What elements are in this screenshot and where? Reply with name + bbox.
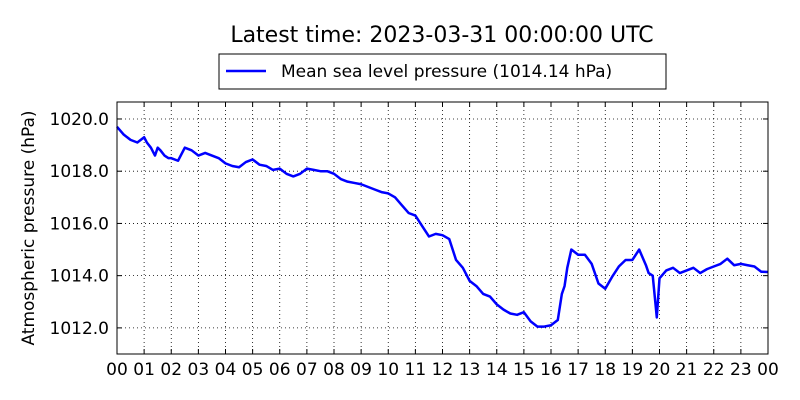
x-tick-label: 06: [269, 360, 291, 380]
x-tick-label: 13: [459, 360, 481, 380]
y-tick-label: 1016.0: [50, 214, 109, 234]
x-tick-label: 00: [757, 360, 779, 380]
plot-area: [116, 125, 769, 328]
y-tick-label: 1012.0: [50, 319, 109, 339]
grid: [117, 102, 768, 354]
x-tick-label: 21: [676, 360, 698, 380]
x-tick-label: 08: [323, 360, 345, 380]
legend: Mean sea level pressure (1014.14 hPa): [218, 53, 667, 90]
x-tick-label: 15: [513, 360, 535, 380]
x-tick-label: 10: [377, 360, 399, 380]
y-tick-label: 1018.0: [50, 162, 109, 182]
x-tick-label: 03: [188, 360, 210, 380]
x-tick-label: 17: [567, 360, 589, 380]
axis-ticks: 00 01 02 03 04 05 06 07 08 09 10 11 12 13 14 15 16 17 18 19…: [50, 102, 779, 380]
x-tick-label: 02: [160, 360, 182, 380]
x-tick-label: 11: [405, 360, 427, 380]
plot-frame: [116, 101, 769, 355]
legend-box: [218, 53, 667, 90]
series-line: [116, 125, 769, 328]
x-tick-label: 18: [594, 360, 616, 380]
x-tick-label: 22: [703, 360, 725, 380]
x-tick-label: 00: [106, 360, 128, 380]
x-tick-label: 12: [432, 360, 454, 380]
y-axis-label: Atmospheric pressure (hPa): [19, 110, 39, 345]
x-tick-label: 07: [296, 360, 318, 380]
x-tick-label: 09: [350, 360, 372, 380]
x-tick-label: 05: [242, 360, 264, 380]
x-tick-label: 14: [486, 360, 508, 380]
x-tick-label: 19: [622, 360, 644, 380]
x-tick-label: 04: [215, 360, 237, 380]
x-tick-label: 20: [649, 360, 671, 380]
x-tick-label: 16: [540, 360, 562, 380]
x-tick-label: 01: [133, 360, 155, 380]
y-tick-label: 1020.0: [50, 110, 109, 130]
x-tick-label: 23: [730, 360, 752, 380]
chart-title: Latest time: 2023-03-31 00:00:00 UTC: [230, 23, 653, 48]
legend-label: Mean sea level pressure (1014.14 hPa): [281, 62, 612, 82]
y-tick-label: 1014.0: [50, 267, 109, 287]
